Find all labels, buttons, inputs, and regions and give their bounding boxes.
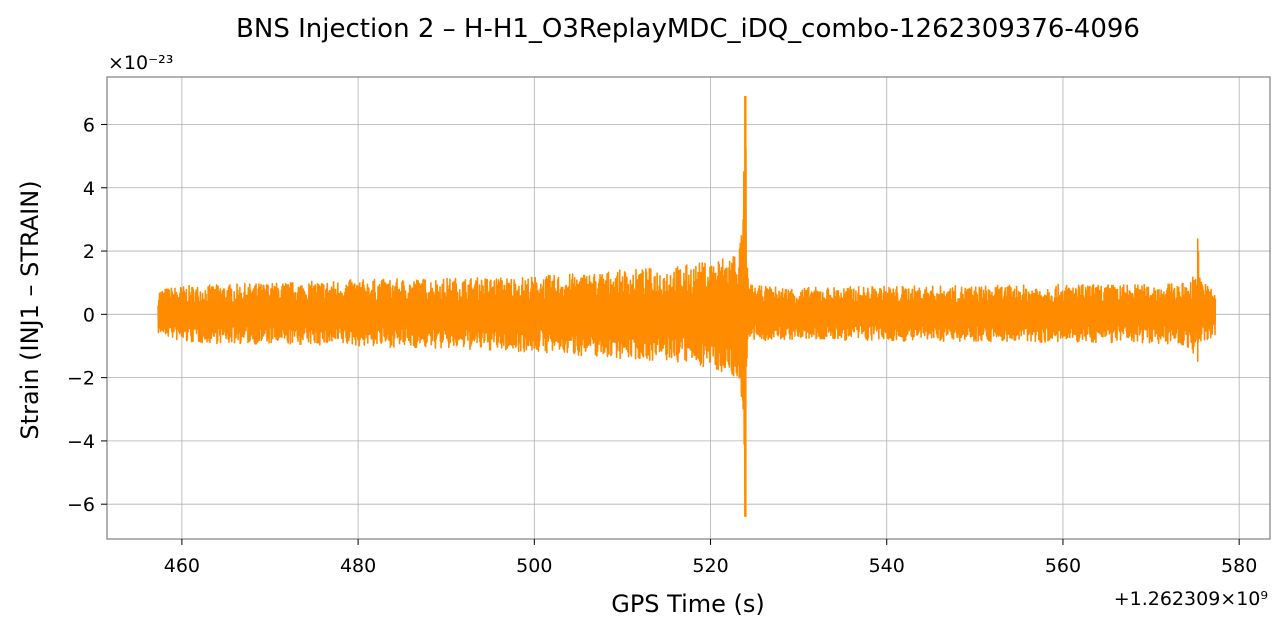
x-tick-label: 580	[1221, 555, 1257, 577]
x-tick-label: 520	[692, 555, 728, 577]
x-tick-label: 560	[1045, 555, 1081, 577]
y-multiplier-label: ×10⁻²³	[108, 52, 173, 74]
y-tick-label: 4	[83, 178, 95, 200]
x-tick-label: 460	[164, 555, 200, 577]
y-tick-label: −2	[67, 368, 95, 390]
x-tick-label: 500	[516, 555, 552, 577]
x-tick-label: 540	[869, 555, 905, 577]
chart-title: BNS Injection 2 – H-H1_O3ReplayMDC_iDQ_c…	[236, 14, 1140, 44]
plot-frame	[106, 76, 1271, 540]
x-axis-label: GPS Time (s)	[611, 590, 765, 618]
y-tick-label: 0	[83, 304, 95, 326]
y-tick-label: −6	[67, 494, 95, 516]
y-tick-label: 6	[83, 114, 95, 136]
axis-ticks: 460 480 500 520 540 560 580 −6 −4 −2 0 2 4 6	[67, 114, 1257, 577]
y-axis-label: Strain (INJ1 – STRAIN)	[16, 180, 44, 439]
strain-series	[157, 95, 1217, 517]
strain-line	[157, 95, 1217, 517]
y-tick-label: 2	[83, 241, 95, 263]
x-tick-label: 480	[340, 555, 376, 577]
y-tick-label: −4	[67, 431, 95, 453]
x-offset-label: +1.262309×10⁹	[1114, 588, 1268, 610]
